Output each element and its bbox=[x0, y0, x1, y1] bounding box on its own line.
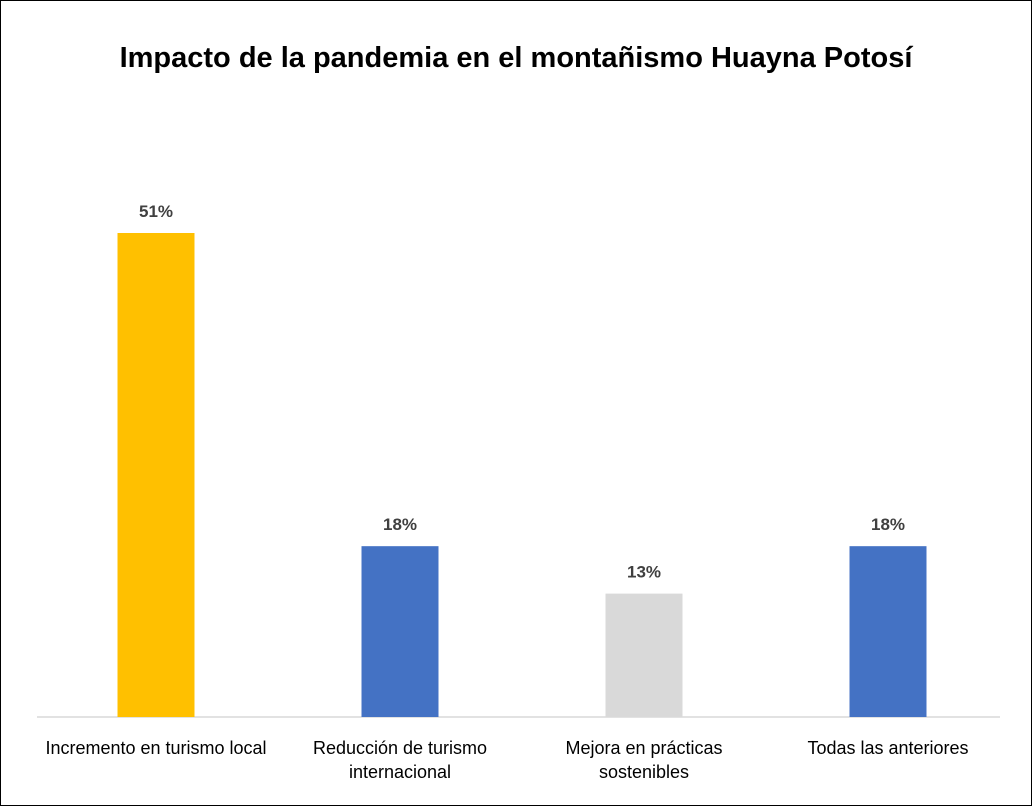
bar bbox=[849, 546, 927, 717]
x-tick-label: Reducción de turismo internacional bbox=[312, 738, 488, 782]
data-label: 18% bbox=[871, 515, 905, 534]
data-label: 18% bbox=[383, 515, 417, 534]
bar bbox=[361, 546, 439, 717]
x-tick-label: Todas las anteriores bbox=[807, 738, 969, 758]
x-tick-label: Mejora en prácticas sostenibles bbox=[565, 738, 723, 782]
data-label: 13% bbox=[627, 563, 661, 582]
chart-title: Impacto de la pandemia en el montañismo … bbox=[119, 42, 913, 74]
x-tick-label: Incremento en turismo local bbox=[45, 738, 267, 758]
data-label: 51% bbox=[139, 202, 173, 221]
bar bbox=[605, 593, 683, 717]
bar bbox=[117, 233, 195, 717]
